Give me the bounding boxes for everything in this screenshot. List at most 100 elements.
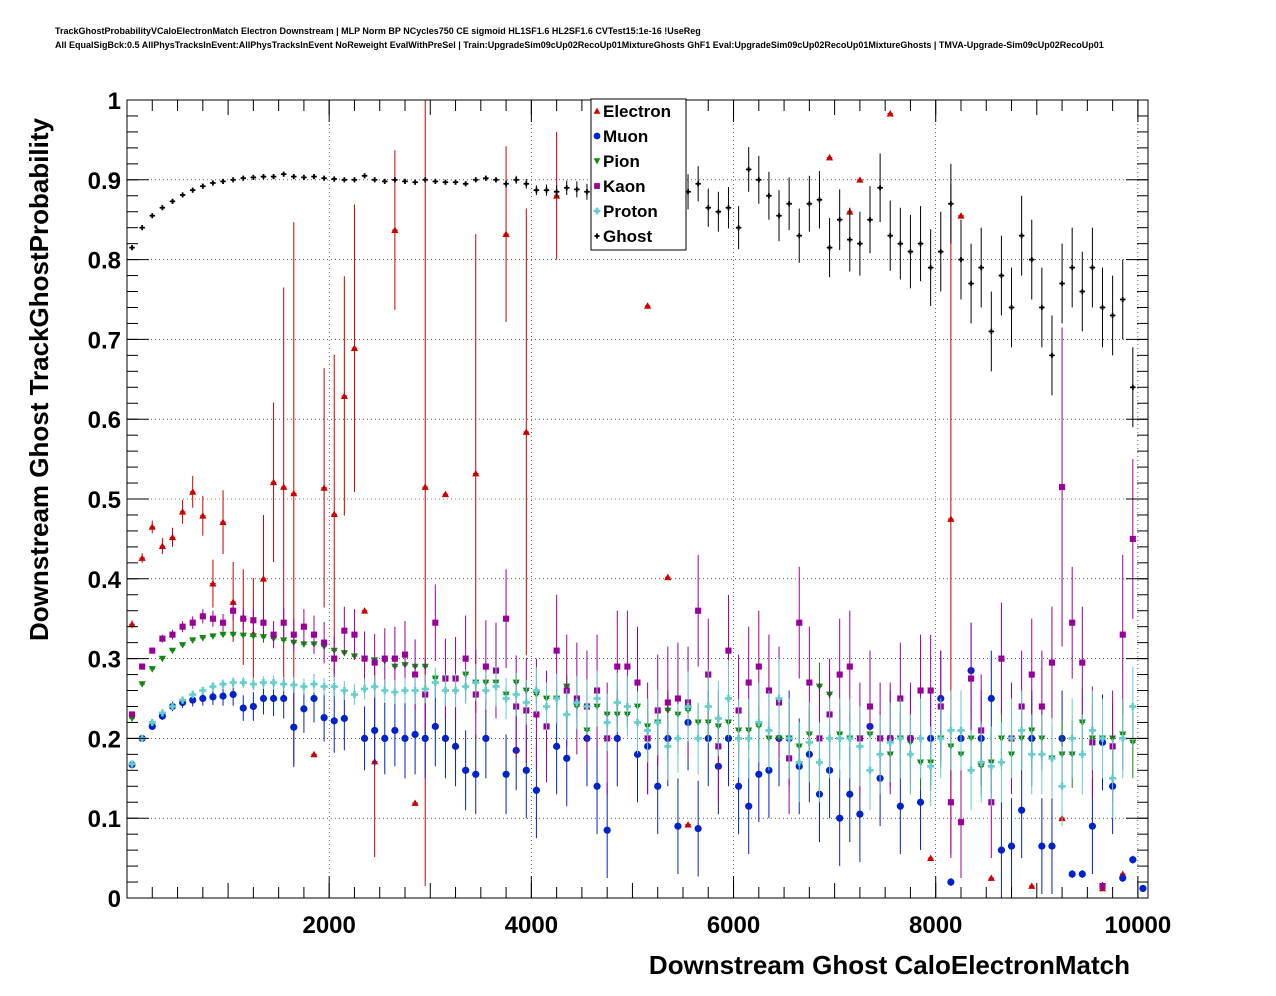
data-point [583,702,591,711]
data-point [169,631,176,638]
data-point [664,573,672,581]
data-point [199,634,207,642]
data-point [249,633,257,640]
data-point [381,734,389,743]
data-point [755,663,762,670]
data-point [259,634,268,641]
data-point [128,711,136,718]
data-point [340,686,348,695]
data-point [432,178,438,184]
data-point [441,490,450,498]
data-point [542,702,551,711]
data-point [331,655,338,662]
data-point [694,734,702,742]
data-point [169,198,176,204]
data-point [553,647,560,654]
data-point [330,510,338,518]
data-point [603,826,611,834]
data-point [412,179,418,185]
data-point [482,734,490,743]
data-point [553,742,561,750]
data-point [452,179,459,185]
data-point [1068,734,1076,742]
data-point [432,619,439,626]
data-point [998,655,1005,662]
data-point [158,655,166,663]
data-point [664,742,672,750]
data-point [291,174,297,180]
data-point [330,717,338,725]
data-point [229,690,237,699]
data-point [886,738,894,746]
data-point [836,734,844,742]
data-point [300,682,308,691]
data-point [341,177,347,183]
data-point [422,177,428,183]
data-point [533,187,540,193]
data-point [765,766,773,774]
data-point [563,754,571,762]
data-point [441,734,450,743]
data-point [199,613,206,620]
data-point [189,637,197,644]
data-point [532,686,541,695]
data-point [199,512,207,519]
data-point [463,181,469,187]
data-point [633,750,642,758]
data-point [310,694,318,703]
legend-label: Muon [603,127,648,146]
data-point [148,718,156,727]
data-point [563,710,571,719]
data-point [320,714,328,722]
data-point [1079,659,1086,666]
data-point [269,478,278,486]
data-point [280,619,287,626]
data-point [1069,264,1075,271]
data-point [451,742,460,750]
data-point [199,686,207,695]
data-point [1059,483,1066,491]
data-point [836,814,844,822]
data-point [341,627,348,634]
data-point [977,758,985,766]
data-point [269,694,278,703]
data-point [219,619,227,626]
data-point [846,663,853,670]
data-point [260,619,267,626]
data-point [472,678,480,687]
data-point [968,675,975,682]
data-point [826,245,833,251]
data-point [158,542,166,549]
data-point [300,705,308,713]
data-point [957,819,965,826]
data-point [189,488,197,495]
y-tick-label: 0.3 [88,647,121,674]
legend-item-muon: Muon [593,127,648,146]
data-point [755,770,763,778]
data-point [310,631,318,638]
data-point [168,647,177,655]
data-point [280,637,288,644]
data-point [806,679,813,686]
chart-title-line-2: All EqualSigBck:0.5 AllPhysTracksInEvent… [55,40,1104,50]
data-point [785,734,793,742]
data-point [503,615,510,622]
axes: 0 0.1 0.2 0.3 0.4 0.5 0.6 0.7 0.8 0.9 1 2000 4000 600… [88,88,1172,939]
data-point [200,183,206,189]
data-point [805,738,813,746]
legend-marker [594,233,600,239]
data-point [694,824,702,833]
data-point [300,623,307,630]
data-point [512,690,520,699]
data-point [1099,304,1106,311]
data-point [997,846,1006,854]
data-point [876,750,884,758]
data-point [907,249,914,255]
data-point [412,671,419,678]
data-point [1018,806,1026,814]
data-point [543,187,550,193]
data-point [290,723,298,731]
data-point [724,694,733,703]
data-point [1130,384,1136,390]
data-point [402,178,408,184]
